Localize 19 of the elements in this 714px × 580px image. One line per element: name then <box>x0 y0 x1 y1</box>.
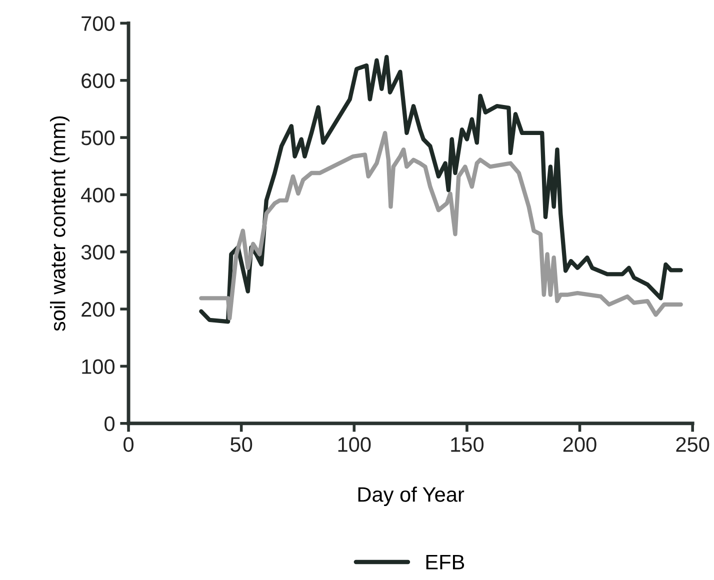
x-tick-label: 0 <box>124 437 134 452</box>
x-tick-label: 50 <box>230 437 252 452</box>
x-tick-label: 200 <box>563 437 596 452</box>
y-tick-label: 200 <box>82 302 115 317</box>
y-tick-label: 300 <box>81 244 115 260</box>
x-tick-label: 250 <box>676 437 710 452</box>
y-tick-label: 500 <box>81 130 115 146</box>
y-axis-title: soil water content (mm) <box>50 116 70 331</box>
y-tick-label: 100 <box>82 359 115 374</box>
y-tick-label: 700 <box>82 16 115 31</box>
x-tick-label: 150 <box>451 437 484 452</box>
line-series <box>199 54 683 324</box>
x-tick-label: 100 <box>338 437 371 452</box>
legend-label: EFB <box>426 554 464 570</box>
y-tick-label: 0 <box>104 416 115 432</box>
y-tick-label: 400 <box>81 188 115 202</box>
x-axis-title: Day of Year <box>358 486 464 506</box>
line-series <box>199 130 683 320</box>
y-tick-label: 600 <box>82 73 115 88</box>
